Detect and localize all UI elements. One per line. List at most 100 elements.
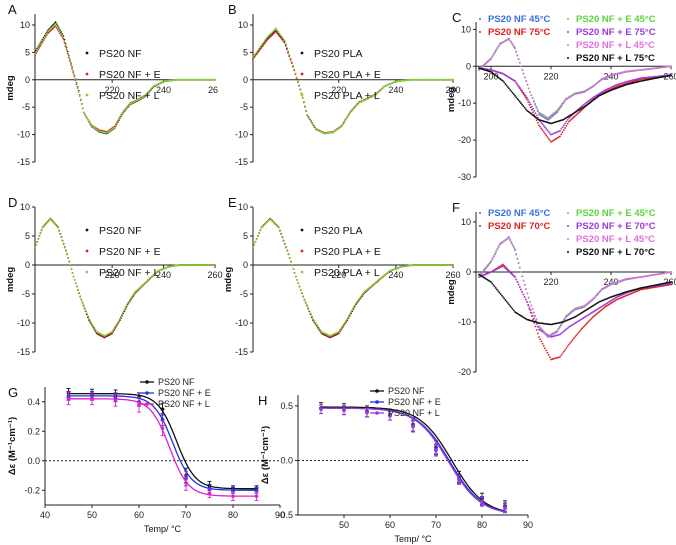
data-point xyxy=(514,249,516,251)
data-point xyxy=(351,108,354,111)
data-point xyxy=(520,288,522,291)
data-point xyxy=(252,246,254,249)
data-point xyxy=(533,317,536,320)
data-point xyxy=(81,301,84,303)
y-tick-label: 10 xyxy=(238,202,248,212)
data-point xyxy=(577,111,580,114)
y-tick-label: -30 xyxy=(458,172,471,182)
data-point xyxy=(575,114,578,116)
data-point xyxy=(527,296,530,299)
data-point xyxy=(88,121,91,123)
data-point xyxy=(312,123,315,126)
data-point xyxy=(502,80,504,82)
data-point xyxy=(556,110,558,113)
data-point xyxy=(526,96,528,99)
data-point xyxy=(118,118,120,121)
data-point xyxy=(481,271,484,273)
data-point xyxy=(515,253,518,256)
data-point xyxy=(289,57,292,60)
legend-marker xyxy=(479,31,481,33)
data-point xyxy=(511,244,514,246)
data-point xyxy=(530,108,533,111)
data-point xyxy=(132,294,135,296)
legend-marker xyxy=(567,225,569,227)
data-point xyxy=(293,68,296,71)
y-tick-label: -10 xyxy=(17,318,30,328)
data-point xyxy=(361,294,363,296)
data-point xyxy=(571,117,574,120)
data-point xyxy=(516,257,519,260)
legend-label: PS20 NF + L xyxy=(99,90,160,102)
data-point xyxy=(284,45,287,47)
data-point xyxy=(267,34,270,37)
data-point xyxy=(270,32,272,35)
data-point xyxy=(485,62,488,64)
data-point xyxy=(574,336,576,338)
data-point xyxy=(308,117,311,120)
data-point xyxy=(525,80,527,82)
data-point xyxy=(538,325,540,328)
data-point xyxy=(74,78,77,81)
data-point xyxy=(518,286,521,288)
data-point xyxy=(35,243,37,246)
data-point xyxy=(509,39,512,42)
data-point xyxy=(497,245,500,248)
legend-marker xyxy=(567,44,569,46)
data-point xyxy=(84,309,87,312)
data-point xyxy=(597,81,599,83)
data-point xyxy=(76,86,79,89)
data-point xyxy=(545,134,548,137)
legend-label: PS20 NF + L 75°C xyxy=(576,53,655,64)
data-point xyxy=(540,121,543,124)
data-point xyxy=(559,135,561,138)
data-point xyxy=(494,253,496,255)
legend-label: PS20 NF 70°C xyxy=(488,221,551,232)
data-point xyxy=(512,309,515,312)
data-point xyxy=(348,113,350,116)
data-point xyxy=(527,87,530,90)
data-point xyxy=(518,86,521,89)
data-point xyxy=(563,317,566,320)
data-point xyxy=(670,271,672,273)
legend-label: PS20 NF + E 75°C xyxy=(576,27,656,38)
data-point xyxy=(295,76,298,79)
data-point xyxy=(341,325,344,328)
legend-marker xyxy=(85,228,89,232)
data-point xyxy=(83,111,85,114)
data-point xyxy=(257,235,259,238)
data-point xyxy=(543,331,545,334)
data-point xyxy=(78,291,80,294)
x-tick-label: 50 xyxy=(339,520,349,530)
data-point xyxy=(563,100,566,102)
data-point xyxy=(254,53,257,55)
data-point xyxy=(133,292,136,295)
data-point xyxy=(499,293,502,295)
data-point xyxy=(521,69,524,71)
legend-marker xyxy=(567,18,569,20)
data-point xyxy=(560,324,562,326)
data-point xyxy=(572,337,575,340)
data-point xyxy=(69,59,71,61)
data-point xyxy=(65,47,68,50)
data-point xyxy=(84,113,86,116)
data-point xyxy=(66,51,69,54)
data-point xyxy=(556,137,559,139)
legend-marker xyxy=(85,51,89,55)
data-point xyxy=(520,65,522,68)
data-point xyxy=(510,241,513,244)
data-point xyxy=(571,339,574,341)
data-point xyxy=(85,115,87,118)
data-point xyxy=(522,279,525,282)
data-point xyxy=(526,301,528,303)
data-point xyxy=(569,342,572,344)
data-point xyxy=(310,315,313,317)
data-point xyxy=(343,121,345,124)
data-point xyxy=(517,262,520,265)
data-point xyxy=(59,233,62,236)
data-point xyxy=(151,86,154,89)
data-point xyxy=(528,306,531,309)
data-point xyxy=(517,85,520,87)
y-tick-label: -20 xyxy=(458,135,471,145)
data-point xyxy=(377,91,380,94)
data-point xyxy=(559,130,561,132)
